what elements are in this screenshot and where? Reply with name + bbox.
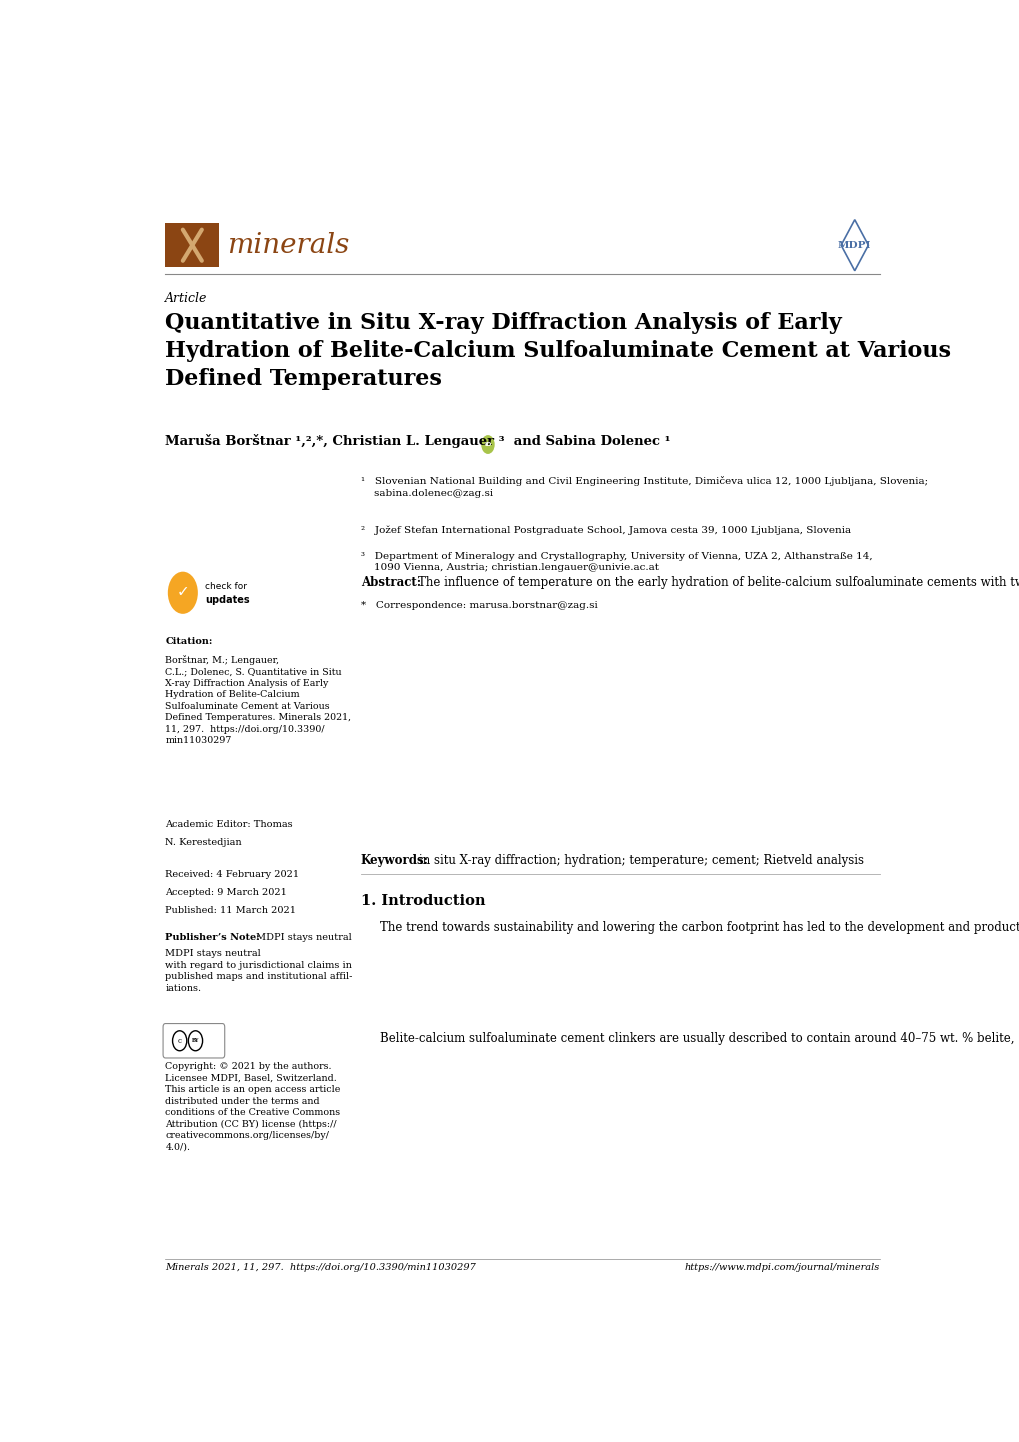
Text: https://www.mdpi.com/journal/minerals: https://www.mdpi.com/journal/minerals [684, 1263, 879, 1272]
Text: ²   Jožef Stefan International Postgraduate School, Jamova cesta 39, 1000 Ljublj: ² Jožef Stefan International Postgraduat… [361, 525, 850, 535]
Text: 1. Introduction: 1. Introduction [361, 894, 485, 907]
Text: MDPI stays neutral
with regard to jurisdictional claims in
published maps and in: MDPI stays neutral with regard to jurisd… [165, 949, 353, 992]
Text: ³   Department of Mineralogy and Crystallography, University of Vienna, UZA 2, A: ³ Department of Mineralogy and Crystallo… [361, 552, 871, 572]
Text: ¹   Slovenian National Building and Civil Engineering Institute, Dimičeva ulica : ¹ Slovenian National Building and Civil … [361, 476, 927, 497]
Text: Article: Article [165, 291, 208, 304]
Text: Abstract:: Abstract: [361, 577, 421, 590]
Text: Accepted: 9 March 2021: Accepted: 9 March 2021 [165, 888, 287, 897]
Circle shape [481, 435, 494, 454]
Text: Keywords:: Keywords: [361, 854, 428, 867]
Text: Minerals 2021, 11, 297.  https://doi.org/10.3390/min11030297: Minerals 2021, 11, 297. https://doi.org/… [165, 1263, 476, 1272]
Text: Publisher’s Note:: Publisher’s Note: [165, 933, 260, 942]
Text: N. Kerestedjian: N. Kerestedjian [165, 838, 242, 846]
Polygon shape [841, 219, 867, 271]
Text: Copyright: © 2021 by the authors.
Licensee MDPI, Basel, Switzerland.
This articl: Copyright: © 2021 by the authors. Licens… [165, 1063, 340, 1152]
Text: Belite-calcium sulfoaluminate cement clinkers are usually described to contain a: Belite-calcium sulfoaluminate cement cli… [380, 1032, 1019, 1045]
Text: MDPI: MDPI [838, 241, 870, 249]
Text: The influence of temperature on the early hydration of belite-calcium sulfoalumi: The influence of temperature on the earl… [417, 577, 1019, 590]
Text: c: c [177, 1037, 181, 1045]
Text: Maruša Borštnar ¹,²,*, Christian L. Lengauer ³  and Sabina Dolenec ¹: Maruša Borštnar ¹,²,*, Christian L. Leng… [165, 434, 671, 448]
FancyBboxPatch shape [163, 1024, 224, 1058]
Text: in situ X-ray diffraction; hydration; temperature; cement; Rietveld analysis: in situ X-ray diffraction; hydration; te… [419, 854, 863, 867]
FancyBboxPatch shape [165, 224, 219, 267]
Text: Quantitative in Situ X-ray Diffraction Analysis of Early
Hydration of Belite-Cal: Quantitative in Situ X-ray Diffraction A… [165, 311, 951, 389]
Text: check for: check for [205, 581, 247, 591]
Text: Published: 11 March 2021: Published: 11 March 2021 [165, 906, 297, 914]
Text: BY: BY [192, 1038, 199, 1043]
Text: MDPI stays neutral: MDPI stays neutral [256, 933, 352, 942]
Text: The trend towards sustainability and lowering the carbon footprint has led to th: The trend towards sustainability and low… [380, 921, 1019, 934]
Text: updates: updates [205, 596, 250, 606]
Text: minerals: minerals [227, 232, 350, 258]
Text: Borštnar, M.; Lengauer,
C.L.; Dolenec, S. Quantitative in Situ
X-ray Diffraction: Borštnar, M.; Lengauer, C.L.; Dolenec, S… [165, 655, 352, 746]
Text: Academic Editor: Thomas: Academic Editor: Thomas [165, 820, 292, 829]
Text: ✓: ✓ [176, 584, 190, 598]
Text: *   Correspondence: marusa.borstnar@zag.si: * Correspondence: marusa.borstnar@zag.si [361, 600, 597, 610]
Circle shape [168, 571, 198, 614]
Text: Citation:: Citation: [165, 637, 213, 646]
Text: iD: iD [484, 443, 491, 447]
Text: Received: 4 February 2021: Received: 4 February 2021 [165, 871, 300, 880]
